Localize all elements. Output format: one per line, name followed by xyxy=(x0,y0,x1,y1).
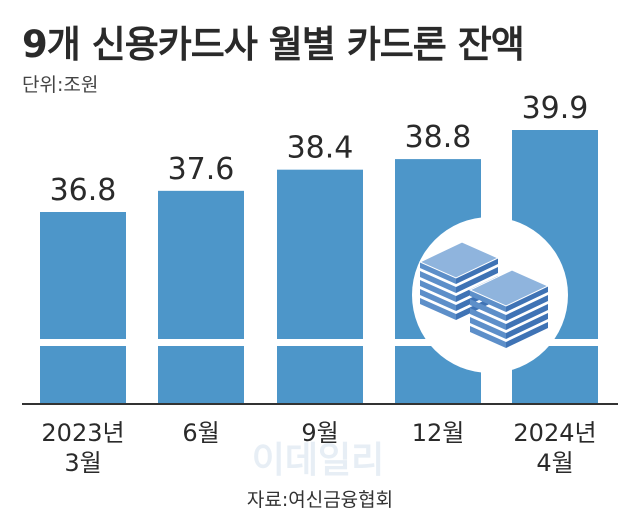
bar-2 xyxy=(158,190,244,404)
money-stack-icon xyxy=(420,242,550,348)
x-tick-label: 3월 xyxy=(64,449,101,477)
axis-break-gap xyxy=(512,339,598,346)
chart-title: 9개 신용카드사 월별 카드론 잔액 xyxy=(22,23,525,66)
bar-1 xyxy=(40,212,126,404)
value-label: 38.8 xyxy=(405,120,472,155)
value-label: 37.6 xyxy=(168,152,235,187)
unit-label: 단위:조원 xyxy=(22,74,99,96)
value-label: 38.4 xyxy=(287,131,354,166)
x-tick-label: 12월 xyxy=(412,419,465,447)
x-tick-label: 6월 xyxy=(182,419,219,447)
axis-break-gap xyxy=(277,339,363,346)
x-tick-label: 4월 xyxy=(536,449,573,477)
axis-break-gap xyxy=(158,339,244,346)
x-tick-label: 9월 xyxy=(301,419,338,447)
value-label: 36.8 xyxy=(50,173,117,208)
axis-break-gap xyxy=(40,339,126,346)
watermark: 이데일리 xyxy=(252,440,384,481)
source-note: 자료:여신금융협회 xyxy=(246,489,394,511)
bar-3 xyxy=(277,169,363,404)
x-tick-label: 2023년 xyxy=(41,419,124,447)
value-labels-group: 36.8 37.6 38.4 38.8 39.9 xyxy=(50,91,589,208)
value-label: 39.9 xyxy=(522,91,589,126)
paper-stack-right xyxy=(468,269,550,348)
x-tick-label: 2024년 xyxy=(513,419,596,447)
